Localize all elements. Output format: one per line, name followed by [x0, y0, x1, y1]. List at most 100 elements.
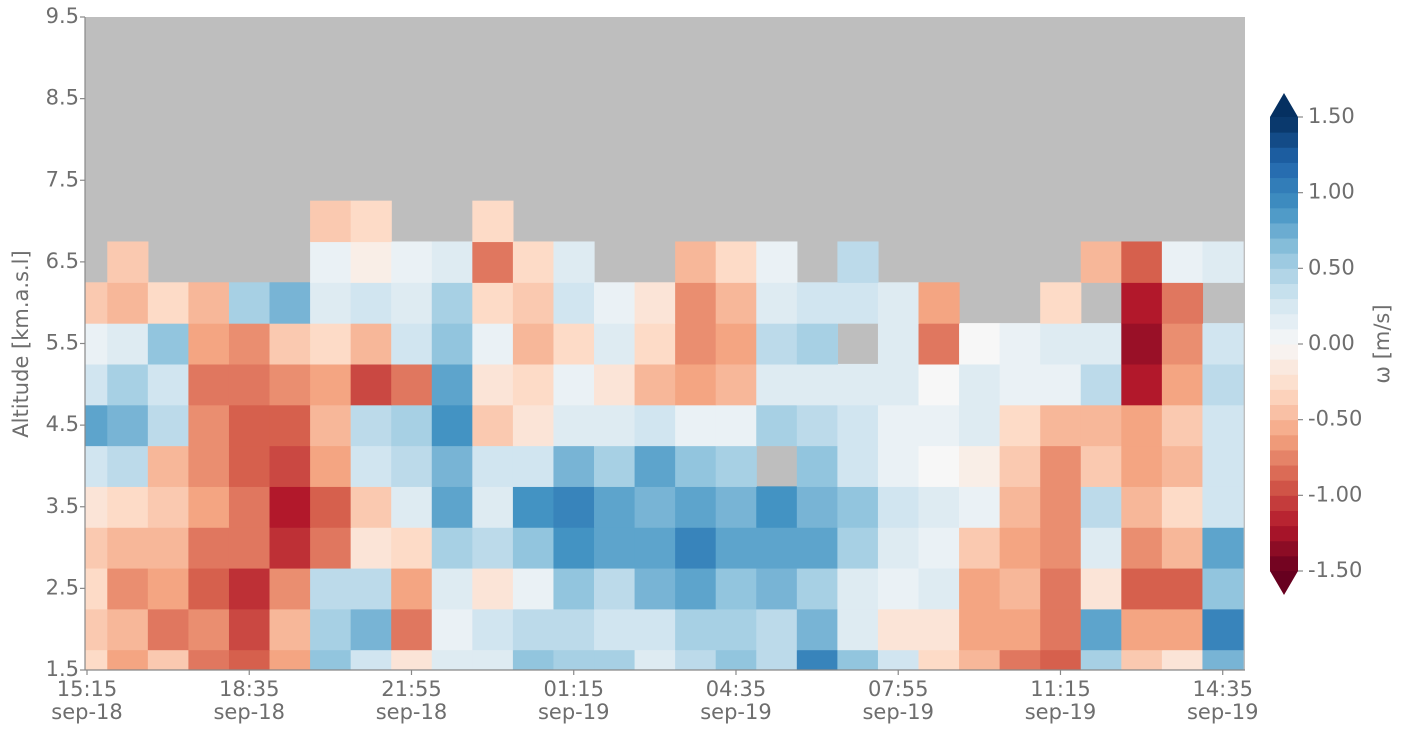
cell [310, 527, 352, 569]
cell [391, 404, 433, 447]
cell [1161, 486, 1204, 528]
cell [553, 486, 595, 528]
colorbar-band [1270, 147, 1298, 163]
cell [594, 323, 636, 365]
cell [1080, 649, 1122, 670]
cell [1161, 649, 1204, 670]
cell [1161, 445, 1204, 487]
cell [1121, 567, 1163, 610]
cell [391, 282, 433, 324]
cell [350, 404, 392, 447]
cell [269, 486, 311, 528]
cell [85, 567, 108, 610]
cell [391, 241, 433, 283]
cell [269, 608, 311, 651]
colorbar-band [1270, 434, 1298, 451]
cell [512, 404, 555, 447]
cell [431, 486, 473, 528]
cell [350, 323, 392, 365]
cell [999, 404, 1041, 447]
cell [269, 323, 311, 365]
cell [959, 323, 1001, 365]
colorbar-band [1270, 328, 1298, 345]
cell [1161, 363, 1204, 406]
cell [715, 323, 757, 365]
cell [756, 608, 798, 651]
cell [107, 241, 149, 283]
cell [1080, 527, 1122, 569]
cell [634, 567, 676, 610]
y-axis-label: Altitude [km.a.s.l] [9, 250, 33, 437]
cell [147, 486, 190, 528]
cell [85, 527, 108, 569]
cell [634, 486, 676, 528]
cell [877, 527, 920, 569]
cell [553, 527, 595, 569]
cell [1202, 404, 1244, 447]
x-tick-label: 04:35 [706, 677, 767, 701]
cell [1040, 363, 1082, 406]
cell [1040, 527, 1082, 569]
cell [350, 241, 392, 283]
cell [756, 323, 798, 365]
cell [1202, 363, 1244, 406]
cell [188, 282, 230, 324]
cell [350, 363, 392, 406]
cell [350, 567, 392, 610]
cell [1121, 608, 1163, 651]
cell [553, 445, 595, 487]
cell [594, 445, 636, 487]
cell [675, 445, 717, 487]
cell [796, 608, 838, 651]
cell [634, 445, 676, 487]
cell [594, 567, 636, 610]
cell [1080, 404, 1122, 447]
cell [188, 486, 230, 528]
colorbar-band [1270, 495, 1298, 511]
cell [877, 404, 920, 447]
colorbar-band [1270, 555, 1298, 572]
cell [837, 649, 879, 670]
cell [472, 200, 514, 243]
cell [594, 282, 636, 324]
cell [756, 241, 798, 283]
cell [877, 445, 920, 487]
cell [675, 527, 717, 569]
cell [594, 649, 636, 670]
cell [1080, 241, 1122, 283]
cell [959, 445, 1001, 487]
cell [715, 282, 757, 324]
cell [512, 282, 555, 324]
cell [999, 527, 1041, 569]
cell [634, 527, 676, 569]
cell [431, 241, 473, 283]
cell [796, 282, 838, 324]
x-tick-label: 01:15 [543, 677, 604, 701]
cell [1121, 404, 1163, 447]
cell [796, 323, 838, 365]
cell [188, 567, 230, 610]
cell [431, 527, 473, 569]
colorbar-tick-label: 1.50 [1308, 104, 1355, 128]
cell [350, 200, 392, 243]
colorbar-band [1270, 419, 1298, 436]
cell [310, 323, 352, 365]
cell [472, 404, 514, 447]
cell [594, 608, 636, 651]
x-tick-label: 11:15 [1030, 677, 1091, 701]
cell [918, 445, 960, 487]
cell [147, 363, 190, 406]
cell [594, 363, 636, 406]
cell [107, 608, 149, 651]
cell [107, 527, 149, 569]
cell [634, 404, 676, 447]
cell [512, 486, 555, 528]
cell [107, 363, 149, 406]
colorbar-band [1270, 359, 1298, 375]
colorbar-band [1270, 449, 1298, 466]
cell [1202, 486, 1244, 528]
cell [634, 649, 676, 670]
x-tick-label: 21:55 [381, 677, 442, 701]
cell [959, 486, 1001, 528]
y-tick-label: 2.5 [46, 575, 79, 599]
